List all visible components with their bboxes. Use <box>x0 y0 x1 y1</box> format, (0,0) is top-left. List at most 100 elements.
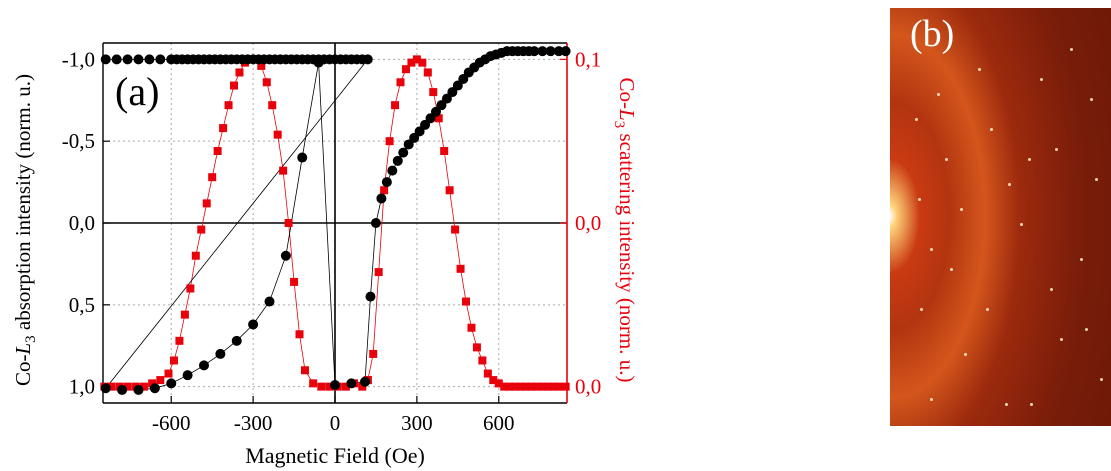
x-tick-label: 0 <box>330 411 341 435</box>
absorption-point <box>362 54 373 65</box>
absorption-point <box>537 46 548 57</box>
scattering-point <box>169 356 178 365</box>
absorption-point <box>447 87 458 98</box>
absorption-point <box>198 360 209 371</box>
scattering-point <box>549 382 558 391</box>
absorption-point <box>392 155 403 166</box>
scattering-point <box>175 336 184 345</box>
speckle-dot <box>964 353 967 356</box>
scattering-point <box>527 382 536 391</box>
scattering-point <box>451 225 460 234</box>
scattering-point <box>478 356 487 365</box>
scattering-point <box>538 382 547 391</box>
speckle-dot <box>950 268 953 271</box>
speckle-dot <box>978 68 981 71</box>
absorption-point <box>398 147 409 158</box>
speckle-dot <box>1095 178 1098 181</box>
scattering-point <box>219 124 228 133</box>
scattering-point <box>505 382 514 391</box>
absorption-point <box>117 384 128 395</box>
absorption-point <box>297 152 308 163</box>
scattering-point <box>500 382 509 391</box>
absorption-point <box>122 54 133 65</box>
scattering-point <box>230 81 239 90</box>
scattering-point <box>202 199 211 208</box>
scattering-point <box>273 130 282 139</box>
scattering-point <box>445 186 454 195</box>
absorption-point <box>414 126 425 137</box>
scattering-point <box>107 382 116 391</box>
speckle-dot <box>1085 328 1088 331</box>
speckle-dot <box>920 308 923 311</box>
right-tick-label: 0,1 <box>575 47 601 71</box>
speckle-dot <box>930 248 933 251</box>
speckle-dot <box>1008 183 1011 186</box>
absorption-point <box>346 378 357 389</box>
x-tick-label: 300 <box>401 411 433 435</box>
left-tick-label: 1,0 <box>69 375 95 399</box>
speckle-dot <box>1070 48 1073 51</box>
absorption-point <box>149 383 160 394</box>
scattering-point <box>197 225 206 234</box>
scattering-point <box>300 366 309 375</box>
scattering-point <box>494 379 503 388</box>
scattering-point <box>522 382 531 391</box>
scattering-point <box>543 382 552 391</box>
x-tick-label: -600 <box>152 411 191 435</box>
absorption-point <box>545 46 556 57</box>
left-tick-label: -1,0 <box>62 47 95 71</box>
speckle-dot <box>1080 258 1083 261</box>
speckle-dot <box>915 118 918 121</box>
absorption-point <box>365 291 376 302</box>
absorption-point <box>381 177 392 188</box>
speckle-dot <box>1100 378 1103 381</box>
scattering-point <box>295 330 304 339</box>
absorption-point <box>360 376 371 387</box>
absorption-point <box>436 100 447 111</box>
left-tick-label: -0,5 <box>62 129 95 153</box>
scattering-point <box>369 349 378 358</box>
scattering-point <box>456 264 465 273</box>
speckle-dot <box>1060 338 1063 341</box>
absorption-point <box>111 54 122 65</box>
scattering-point <box>511 382 520 391</box>
scattering-image-panel: (b) <box>890 8 1111 426</box>
scattering-point <box>418 58 427 67</box>
absorption-point <box>182 370 193 381</box>
panel-b-label: (b) <box>910 13 955 55</box>
absorption-point <box>409 132 420 143</box>
absorption-point <box>144 54 155 65</box>
scattering-point <box>148 379 157 388</box>
speckle-dot <box>1030 403 1033 406</box>
speckle-dot <box>1090 98 1093 101</box>
scattering-point <box>472 343 481 352</box>
speckle-dot <box>960 208 963 211</box>
scattering-point <box>325 382 334 391</box>
speckle-dot <box>937 93 940 96</box>
panel-a-label: (a) <box>115 69 159 114</box>
absorption-point <box>100 383 111 394</box>
scattering-point <box>257 61 266 70</box>
scattering-point <box>156 376 165 385</box>
speckle-dot <box>1028 158 1031 161</box>
speckle-dot <box>918 198 921 201</box>
absorption-point <box>231 335 242 346</box>
speckle-dot <box>1050 288 1053 291</box>
absorption-point <box>387 165 398 176</box>
scattering-point <box>191 251 200 260</box>
speckle-dot <box>1055 148 1058 151</box>
speckle-dot <box>1005 403 1008 406</box>
absorption-point <box>133 384 144 395</box>
absorption-point <box>264 296 275 307</box>
scattering-point <box>385 137 394 146</box>
absorption-point <box>155 54 166 65</box>
scattering-point <box>489 376 498 385</box>
scattering-point <box>423 68 432 77</box>
scattering-point <box>284 219 293 227</box>
scattering-point <box>467 323 476 332</box>
scattering-point <box>235 68 244 77</box>
scattering-point <box>462 297 471 306</box>
absorption-point <box>370 218 381 228</box>
scattering-point <box>341 382 350 391</box>
